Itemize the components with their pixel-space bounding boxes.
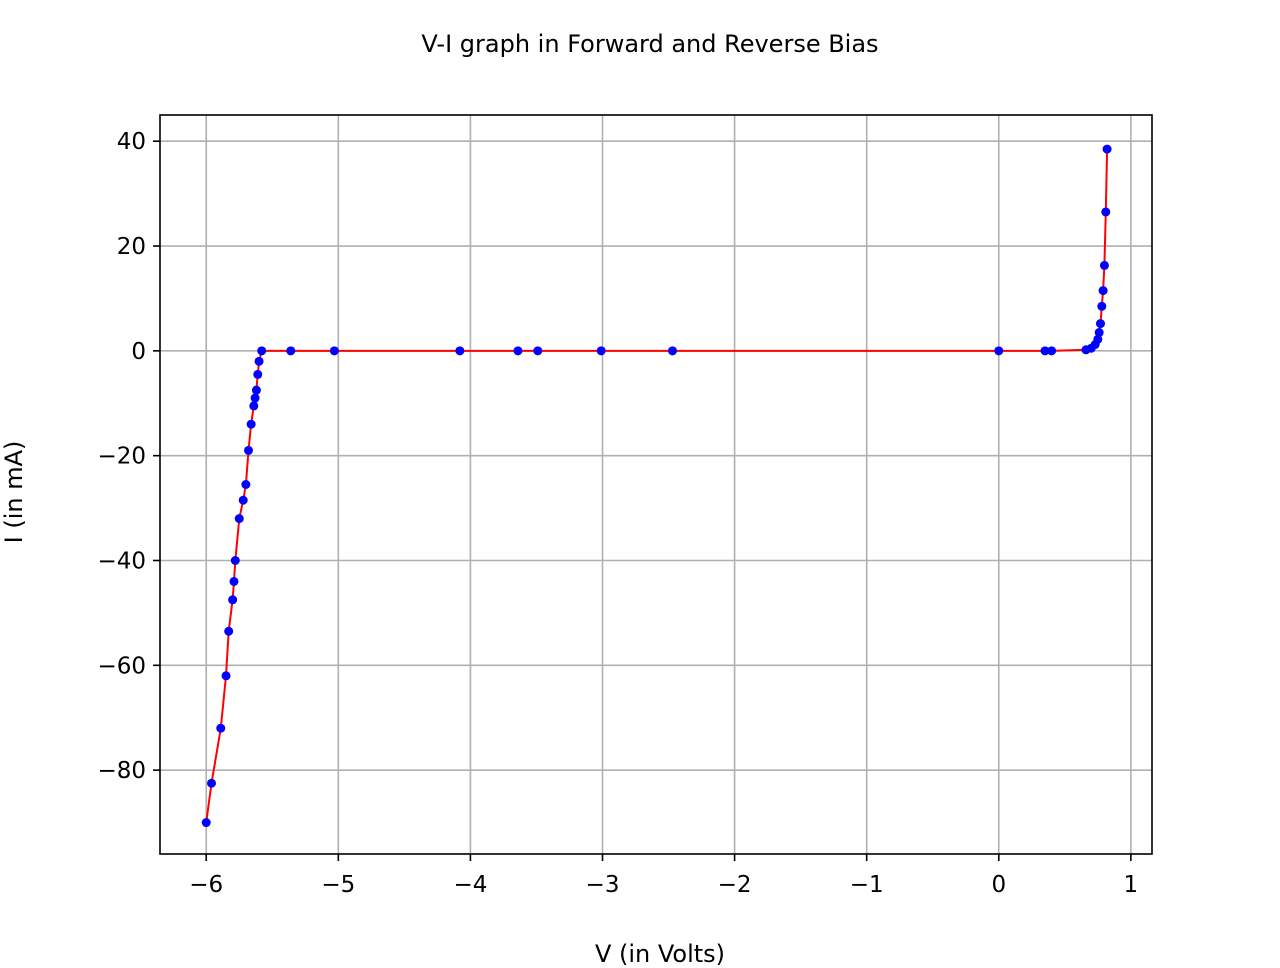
chart-title: V-I graph in Forward and Reverse Bias [421,30,879,58]
x-tick-label: −5 [321,872,355,898]
y-tick-label: −80 [97,758,146,784]
data-point [1094,328,1104,338]
grid-lines [160,115,1152,854]
data-point [994,346,1004,356]
data-point [228,595,238,605]
y-tick-label: 20 [117,234,146,260]
y-tick-label: −20 [97,444,146,470]
data-point [250,393,260,403]
y-tick-label: −40 [97,548,146,574]
x-axis-label: V (in Volts) [594,940,726,968]
x-tick-label: −3 [586,872,620,898]
data-point [1102,144,1112,154]
x-tick-label: −4 [453,872,487,898]
x-tick-label: −1 [850,872,884,898]
data-point [238,495,248,505]
data-point [1040,346,1050,356]
data-point [329,346,339,356]
y-tick-label: 40 [117,129,146,155]
data-point [1098,286,1108,296]
data-point [533,346,543,356]
data-point [224,626,234,636]
data-point [286,346,296,356]
data-point [1095,319,1105,329]
data-point [254,356,264,366]
data-point [1099,260,1109,270]
data-point [234,514,244,524]
y-tick-label: 0 [131,339,146,365]
x-tick-label: −6 [189,872,223,898]
data-point [201,818,211,828]
data-point [257,346,267,356]
data-point [455,346,465,356]
data-point [246,419,256,429]
data-point [1047,346,1057,356]
data-point [241,480,251,489]
data-point [513,346,523,356]
data-point [249,401,259,411]
data-point [1101,207,1111,217]
data-point [229,576,239,586]
data-point [1097,301,1107,311]
y-axis-label: I (in mA) [0,440,28,544]
data-point [207,778,217,788]
data-point [216,723,226,733]
x-tick-label: −2 [718,872,752,898]
x-tick-label: 1 [1124,872,1139,898]
data-point [253,369,263,379]
series-line [205,149,1109,823]
data-point [1093,334,1103,344]
data-point [251,385,261,395]
plot-area [159,114,1153,855]
data-point [230,555,240,565]
x-tick-label: 0 [991,872,1006,898]
data-point [668,346,678,356]
data-point [221,671,231,681]
y-tick-label: −60 [97,653,146,679]
data-point [244,445,254,455]
data-point [596,346,606,356]
